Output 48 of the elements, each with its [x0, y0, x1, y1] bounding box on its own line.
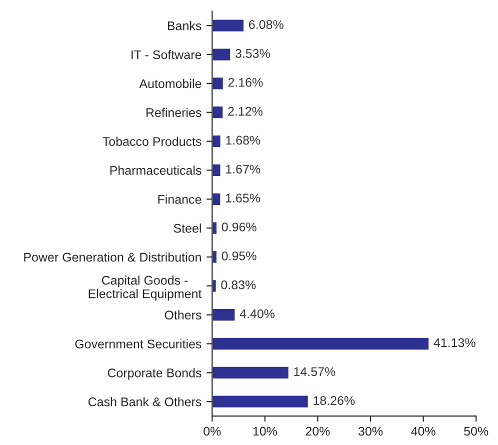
bar — [212, 250, 218, 264]
y-tick-label: Refineries — [146, 108, 202, 118]
bar — [212, 76, 224, 91]
data-label: 1.68% — [226, 136, 260, 145]
x-tick-label: 20% — [306, 426, 330, 436]
bar — [212, 192, 222, 206]
data-label: 0.83% — [221, 280, 256, 290]
data-label: 4.40% — [240, 309, 275, 318]
y-tick-label: Others — [164, 310, 202, 320]
data-label: 0.95% — [222, 251, 256, 260]
x-tick-label: 10% — [253, 426, 277, 436]
y-tick-label: IT - Software — [132, 50, 202, 60]
bar — [212, 278, 218, 294]
bar — [212, 394, 310, 409]
data-label: 41.13% — [434, 338, 476, 348]
data-label: 2.16% — [228, 78, 263, 87]
bar — [212, 105, 224, 120]
data-label: 1.65% — [226, 194, 260, 202]
data-label: 0.96% — [222, 222, 256, 232]
bar — [212, 18, 245, 33]
y-tick-label: Pharmaceuticals — [110, 166, 202, 175]
y-tick-label: Automobile — [139, 78, 202, 88]
y-tick-label: Tobacco Products — [102, 136, 202, 146]
y-tick-label: Power Generation & Distribution — [24, 252, 201, 262]
y-tick-label: Steel — [174, 224, 201, 233]
y-tick-label: Banks — [168, 21, 202, 30]
bar — [212, 47, 232, 62]
bar — [212, 220, 218, 236]
y-tick-label: Finance — [158, 194, 202, 204]
data-label: 6.08% — [249, 20, 284, 29]
data-label: 1.67% — [226, 164, 260, 174]
y-tick-label: Capital Goods - Electrical Equipment — [88, 276, 202, 301]
x-tick-label: 40% — [411, 426, 436, 436]
bar — [212, 308, 236, 322]
bar — [212, 336, 430, 351]
y-tick-label: Government Securities — [75, 339, 202, 348]
y-tick-label: Corporate Bonds — [108, 368, 202, 380]
bar — [212, 365, 290, 380]
y-tick-label: Cash Bank & Others — [88, 397, 202, 406]
data-label: 14.57% — [294, 367, 336, 376]
x-tick-label: 30% — [358, 426, 383, 436]
data-label: 2.12% — [228, 106, 263, 116]
data-label: 18.26% — [314, 396, 355, 405]
x-tick-label: 50% — [464, 426, 488, 436]
data-label: 3.53% — [235, 49, 270, 58]
x-tick-label: 0% — [204, 426, 221, 436]
bar — [212, 134, 222, 148]
bar — [212, 163, 222, 178]
